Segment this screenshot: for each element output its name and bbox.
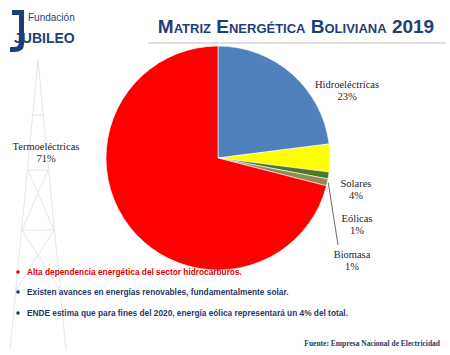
pie-slice — [106, 46, 326, 270]
derrick-line — [10, 60, 66, 350]
bullet — [16, 311, 20, 315]
chart-title: Matriz Energética Boliviana 2019 — [158, 16, 434, 37]
slice-label: Hidroeléctricas — [315, 79, 379, 90]
title-rule — [148, 43, 446, 44]
slice-label: Termoeléctricas — [13, 141, 80, 152]
note: ENDE estima que para fines del 2020, ene… — [27, 308, 348, 318]
slide: Fundación JUBILEO Matriz Energética Bolivi… — [0, 0, 450, 355]
leader-line — [328, 183, 338, 245]
note: Alta dependencia energética del sector h… — [27, 267, 242, 277]
derrick-decoration — [10, 60, 66, 350]
background — [0, 0, 450, 355]
slice-label: Solares — [341, 178, 372, 189]
data-label: 71% — [36, 153, 56, 164]
bullet — [16, 290, 20, 294]
data-label: 23% — [337, 91, 357, 102]
note: Existen avances en energías renovables, … — [27, 287, 288, 297]
data-label: 4% — [349, 190, 363, 201]
logo-text: Fundación — [28, 12, 75, 23]
source: Fuente: Empresa Nacional de Electricidad — [304, 339, 441, 348]
notes: Alta dependencia energética del sector h… — [16, 267, 348, 318]
slice-label: Biomasa — [334, 249, 371, 260]
data-label: 1% — [350, 225, 364, 236]
bullet — [16, 270, 20, 274]
data-labels: Hidroeléctricas23%Solares4%Eólicas1%Biom… — [13, 79, 380, 272]
logo: Fundación JUBILEO — [10, 10, 75, 52]
data-label: 1% — [345, 261, 359, 272]
logo-text: JUBILEO — [14, 30, 75, 46]
pie — [106, 46, 330, 270]
slice-label: Eólicas — [342, 213, 373, 224]
pie-slice — [218, 46, 329, 158]
